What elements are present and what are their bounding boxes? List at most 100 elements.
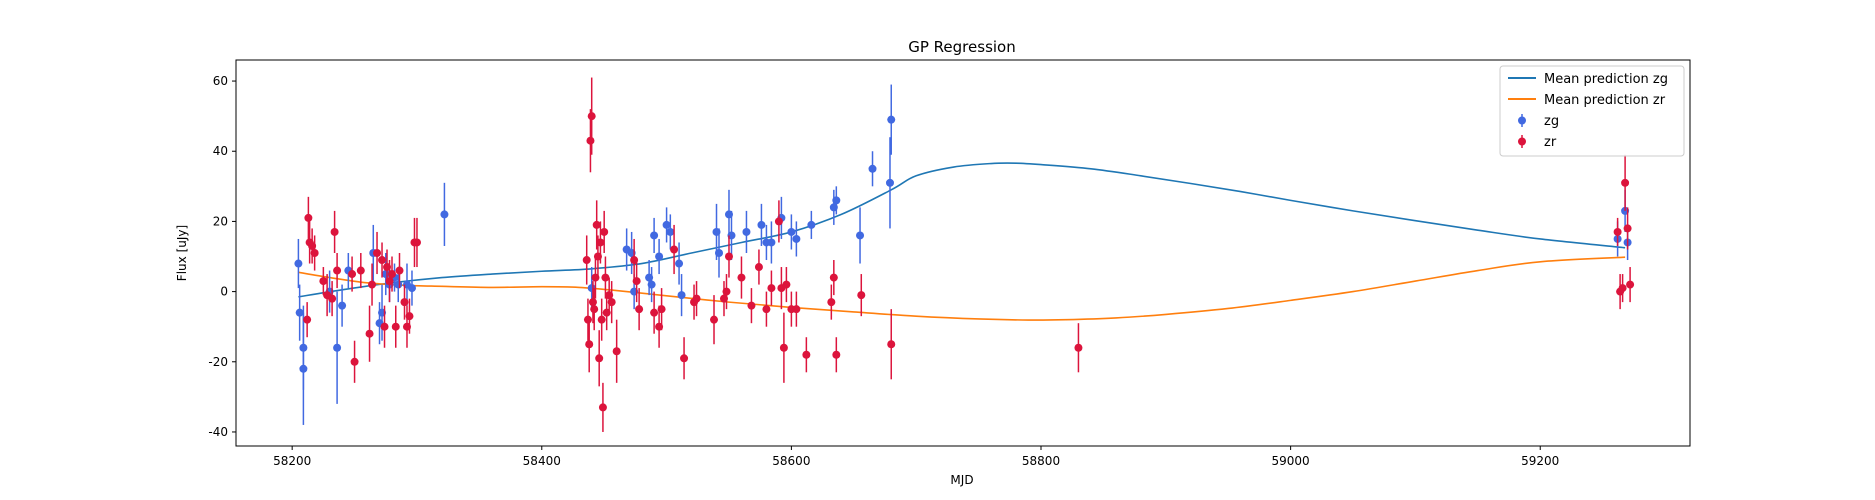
data-point-zg	[715, 228, 724, 278]
marker	[601, 273, 610, 282]
marker	[299, 343, 308, 352]
marker	[742, 227, 751, 236]
x-tick-label: 58800	[1022, 454, 1060, 468]
marker	[670, 245, 679, 254]
plot-frame	[235, 59, 1691, 447]
marker	[767, 238, 776, 247]
marker	[380, 322, 389, 331]
marker	[1074, 343, 1083, 352]
data-point-zr	[597, 298, 606, 341]
marker	[856, 231, 865, 240]
marker	[585, 340, 594, 349]
data-point-zr	[779, 312, 788, 383]
data-point-zg	[407, 270, 416, 306]
marker	[582, 256, 591, 265]
marker	[333, 343, 342, 352]
marker	[356, 266, 365, 275]
marker	[590, 305, 599, 314]
data-point-zr	[607, 281, 616, 324]
marker	[832, 350, 841, 359]
x-tick-label: 59200	[1521, 454, 1559, 468]
marker	[440, 210, 449, 219]
marker	[412, 238, 421, 247]
marker	[328, 294, 337, 303]
data-point-zg	[647, 267, 656, 303]
data-point-zr	[405, 298, 414, 334]
data-point-zr	[680, 337, 689, 380]
data-point-zr	[792, 291, 801, 327]
mean-prediction-line-zr	[298, 256, 1626, 321]
x-axis-label: MJD	[950, 473, 973, 487]
data-point-zg	[655, 238, 664, 275]
data-points	[294, 77, 1635, 432]
data-point-zg	[868, 151, 877, 187]
marker	[807, 220, 816, 229]
marker	[1618, 284, 1627, 293]
data-point-zg	[856, 207, 865, 264]
marker	[662, 220, 671, 229]
marker	[294, 259, 303, 268]
data-point-zr	[588, 281, 597, 324]
legend: Mean prediction zg Mean prediction zr zg…	[1499, 65, 1685, 157]
data-point-zr	[650, 291, 659, 334]
data-point-zg	[757, 203, 766, 246]
data-point-zr	[365, 305, 374, 362]
marker	[400, 298, 409, 307]
x-tick-label: 58400	[523, 454, 561, 468]
marker	[650, 231, 659, 240]
data-point-zr	[373, 231, 382, 275]
legend-swatch-zr	[1518, 135, 1526, 148]
marker	[588, 298, 597, 307]
marker	[592, 220, 601, 229]
data-point-zg	[787, 214, 796, 250]
data-point-zg	[742, 210, 751, 253]
data-point-zr	[737, 256, 746, 299]
marker	[827, 298, 836, 307]
marker	[655, 252, 664, 261]
data-point-zr	[635, 288, 644, 331]
marker	[675, 259, 684, 268]
data-point-zr	[762, 291, 771, 327]
data-point-zg	[294, 238, 303, 289]
data-point-zg	[887, 84, 896, 155]
marker	[657, 305, 666, 314]
data-point-zr	[328, 281, 337, 317]
data-point-zr	[782, 267, 791, 303]
marker	[333, 266, 342, 275]
data-point-zr	[400, 284, 409, 320]
marker	[632, 277, 641, 286]
y-axis: -40 -20 0 20 40 60	[208, 74, 236, 439]
marker	[1626, 280, 1635, 289]
marker	[405, 312, 414, 321]
data-point-zg	[885, 137, 894, 229]
data-point-zr	[380, 305, 389, 348]
data-point-zr	[598, 382, 607, 432]
y-tick-label: 0	[220, 285, 228, 299]
data-point-zr	[391, 305, 400, 348]
marker	[680, 354, 689, 363]
marker	[885, 178, 894, 187]
data-point-zr	[1621, 154, 1630, 211]
marker	[348, 270, 357, 279]
data-point-zr	[350, 340, 359, 383]
marker	[757, 220, 766, 229]
data-point-zr	[767, 270, 776, 306]
marker	[607, 298, 616, 307]
legend-box	[1499, 65, 1685, 157]
data-point-zr	[319, 267, 328, 296]
marker	[365, 329, 374, 338]
legend-label-mean-zr: Mean prediction zr	[1544, 93, 1666, 108]
marker	[330, 227, 339, 236]
data-point-zg	[666, 214, 675, 250]
data-point-zr	[670, 224, 679, 275]
marker	[829, 273, 838, 282]
marker	[368, 280, 377, 289]
data-point-zr	[368, 263, 377, 306]
marker	[650, 308, 659, 317]
marker	[586, 136, 595, 145]
marker	[597, 315, 606, 324]
data-point-zr	[829, 260, 838, 296]
marker	[310, 249, 319, 257]
marker	[715, 249, 724, 257]
